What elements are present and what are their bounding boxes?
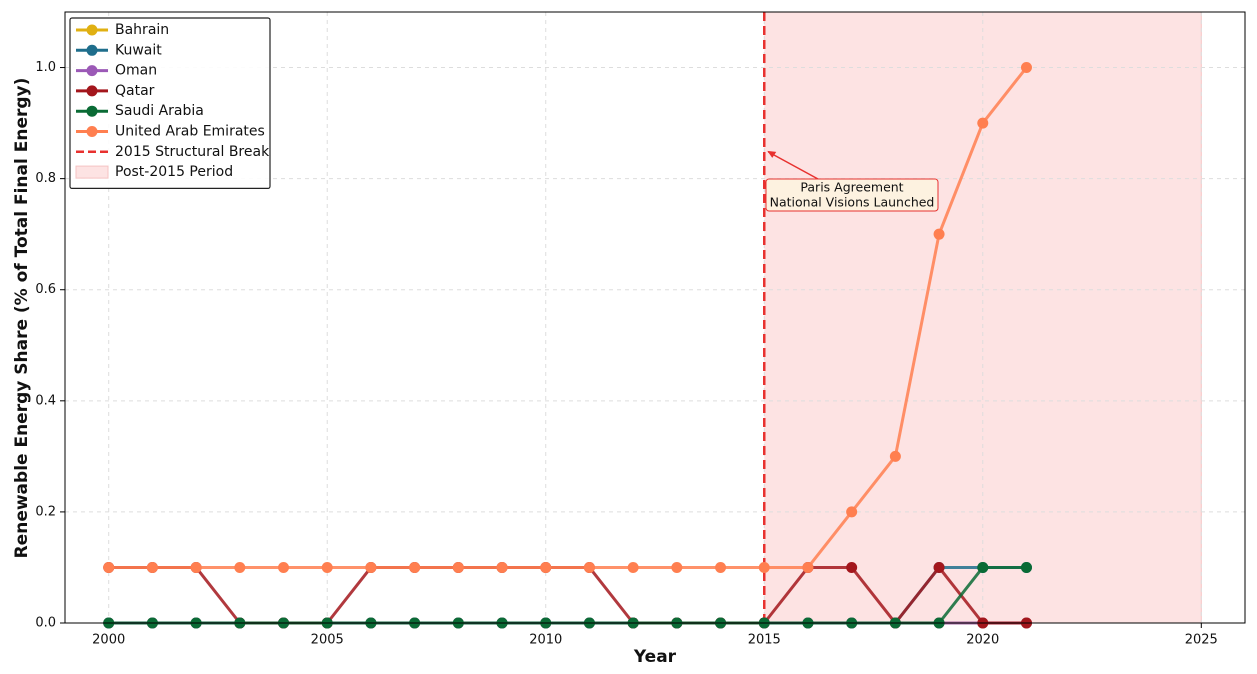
legend-marker bbox=[86, 24, 98, 36]
arrow-head bbox=[767, 150, 777, 158]
legend-marker bbox=[86, 126, 98, 137]
legend-text: 2015 Structural Break bbox=[115, 144, 270, 160]
data-point bbox=[1020, 561, 1032, 573]
data-point bbox=[671, 561, 683, 573]
x-tick-label: 2000 bbox=[92, 633, 125, 648]
data-point bbox=[1020, 62, 1032, 74]
data-point bbox=[583, 561, 595, 573]
y-tick-label: 0.8 bbox=[35, 171, 56, 186]
annotation-text: Paris Agreement bbox=[800, 180, 903, 195]
legend-text: Post-2015 Period bbox=[115, 164, 233, 180]
data-point bbox=[627, 561, 639, 573]
series-line bbox=[108, 66, 1028, 569]
data-point bbox=[802, 561, 814, 573]
data-point bbox=[846, 561, 858, 573]
data-point bbox=[321, 561, 333, 573]
y-tick-label: 0.4 bbox=[35, 393, 56, 408]
data-point bbox=[977, 117, 989, 129]
plot-frame bbox=[64, 11, 1246, 624]
legend-text: Kuwait bbox=[115, 42, 162, 58]
x-tick-label: 2015 bbox=[748, 633, 781, 648]
data-point bbox=[977, 561, 989, 573]
legend-text: Oman bbox=[115, 63, 157, 79]
legend-patch bbox=[75, 165, 109, 179]
data-point bbox=[452, 561, 464, 573]
legend-marker bbox=[86, 44, 98, 56]
legend-marker bbox=[86, 65, 98, 77]
legend-marker bbox=[86, 105, 98, 117]
x-tick-label: 2025 bbox=[1185, 633, 1218, 648]
data-point bbox=[234, 561, 246, 573]
data-point bbox=[278, 561, 290, 573]
x-axis-title: Year bbox=[633, 647, 677, 667]
data-point bbox=[846, 506, 858, 518]
data-point bbox=[933, 561, 945, 573]
data-point bbox=[715, 561, 727, 573]
x-tick-label: 2020 bbox=[966, 633, 999, 648]
annotation-text: National Visions Launched bbox=[770, 195, 935, 210]
y-tick-label: 0.6 bbox=[35, 282, 56, 297]
annotation-arrow bbox=[767, 151, 819, 180]
x-tick-label: 2010 bbox=[529, 633, 562, 648]
y-tick-label: 0.0 bbox=[35, 616, 56, 631]
y-tick-label: 0.2 bbox=[35, 504, 56, 519]
legend-text: Qatar bbox=[115, 83, 155, 99]
data-point bbox=[540, 561, 552, 573]
legend-text: Saudi Arabia bbox=[115, 103, 204, 119]
data-point bbox=[190, 561, 202, 573]
data-point bbox=[889, 450, 901, 462]
legend-box bbox=[69, 17, 271, 189]
legend-text: Bahrain bbox=[115, 22, 169, 38]
annotation-box bbox=[765, 178, 939, 212]
data-point bbox=[933, 228, 945, 240]
data-point bbox=[103, 561, 115, 573]
data-point bbox=[365, 561, 377, 573]
y-axis-title: Renewable Energy Share (% of Total Final… bbox=[12, 78, 32, 559]
y-tick-label: 1.0 bbox=[35, 60, 56, 75]
data-point bbox=[146, 561, 158, 573]
x-tick-label: 2005 bbox=[311, 633, 344, 648]
data-point bbox=[758, 561, 770, 573]
legend-text: United Arab Emirates bbox=[115, 124, 265, 140]
legend-marker bbox=[86, 85, 98, 97]
data-point bbox=[496, 561, 508, 573]
data-point bbox=[409, 561, 421, 573]
